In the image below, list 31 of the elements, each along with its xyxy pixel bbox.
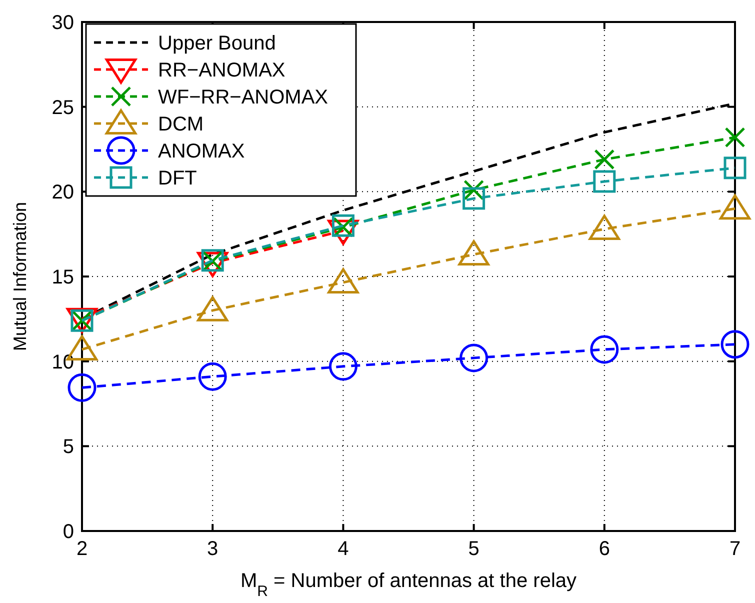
legend-label: Upper Bound: [158, 32, 276, 54]
point: [593, 170, 616, 193]
point: [328, 352, 358, 381]
point: [594, 149, 615, 170]
legend-label: DFT: [158, 168, 197, 190]
legend-label: RR−ANOMAX: [158, 60, 286, 82]
x-tick-label: 2: [76, 538, 88, 560]
x-tick-label: 4: [338, 538, 349, 560]
y-tick-label: 30: [52, 12, 74, 34]
x-tick-label: 7: [729, 538, 741, 560]
y-tick-label: 0: [62, 521, 74, 543]
legend-label: ANOMAX: [158, 140, 245, 162]
point: [720, 330, 750, 359]
y-tick-label: 25: [52, 96, 74, 119]
point: [724, 156, 746, 180]
y-axis-title: Mutual Information: [10, 202, 30, 352]
x-tick-label: 5: [468, 538, 480, 560]
x-tick-label: 3: [207, 538, 218, 560]
x-tick-label: 6: [598, 538, 610, 560]
point: [462, 187, 486, 210]
point: [460, 344, 488, 372]
legend-label: DCM: [158, 114, 204, 136]
x-axis-title: M$_{R}$ = Number of antennas at the relay: [240, 570, 577, 600]
y-tick-label: 15: [52, 266, 74, 288]
y-tick-label: 20: [52, 182, 74, 204]
point: [590, 335, 619, 364]
point: [198, 362, 227, 391]
y-tick-label: 5: [62, 436, 74, 458]
point: [68, 373, 96, 402]
legend-label: WF−RR−ANOMAX: [158, 86, 328, 108]
point: [724, 127, 746, 148]
